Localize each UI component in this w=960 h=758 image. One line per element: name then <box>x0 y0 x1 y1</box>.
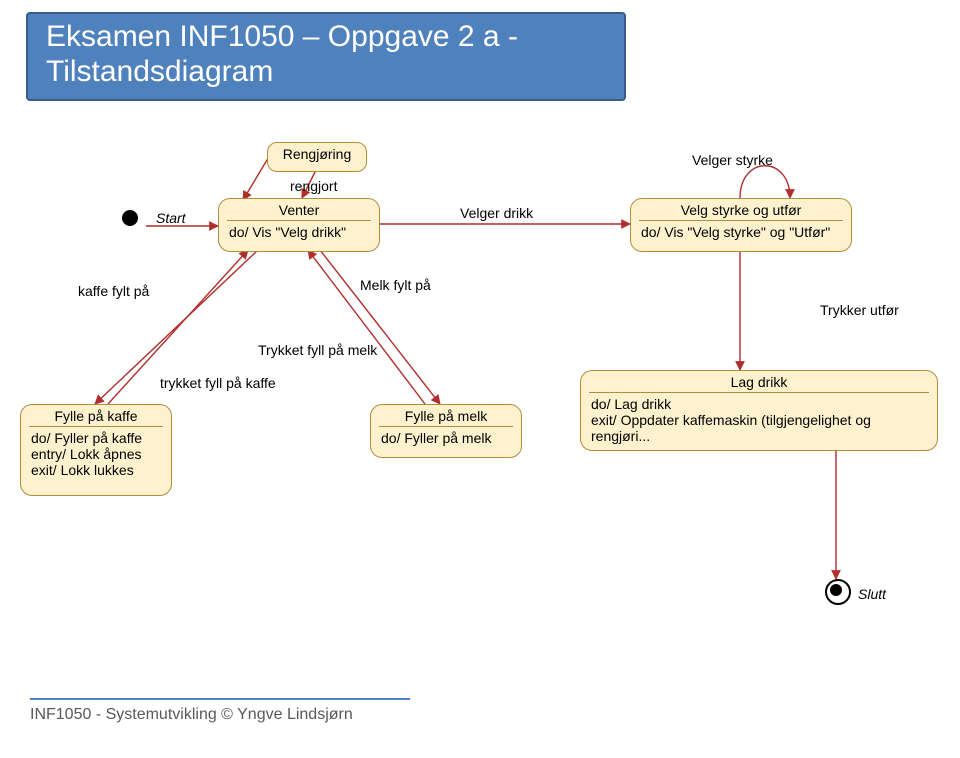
edge-label: Trykker utfør <box>820 302 899 318</box>
state-body: do/ Vis "Velg styrke" og "Utfør" <box>631 221 851 246</box>
state-lag_drikk: Lag drikkdo/ Lag drikkexit/ Oppdater kaf… <box>580 370 938 451</box>
title-line-2: Tilstandsdiagram <box>46 55 606 90</box>
state-title: Rengjøring <box>268 143 366 164</box>
state-body: do/ Vis "Velg drikk" <box>219 221 379 246</box>
state-body: do/ Fyller på melk <box>371 427 521 452</box>
edge-label: rengjort <box>290 178 337 194</box>
state-fylle_melk: Fylle på melk do/ Fyller på melk <box>370 404 522 458</box>
slide-title: Eksamen INF1050 – Oppgave 2 a - Tilstand… <box>26 12 626 101</box>
state-fylle_kaffe: Fylle på kaffedo/ Fyller på kaffeentry/ … <box>20 404 172 496</box>
state-rengjoring: Rengjøring <box>267 142 367 172</box>
initial-state-icon <box>122 210 138 226</box>
edge-label: Velger styrke <box>692 152 773 168</box>
state-body-line: do/ Fyller på melk <box>381 430 511 446</box>
state-body-line: do/ Vis "Velg styrke" og "Utfør" <box>641 224 841 240</box>
state-velg_styrke: Velg styrke og utfør do/ Vis "Velg styrke… <box>630 198 852 252</box>
state-body-line: entry/ Lokk åpnes <box>31 446 161 462</box>
state-body: do/ Lag drikkexit/ Oppdater kaffemaskin … <box>581 393 937 450</box>
state-body-line: do/ Fyller på kaffe <box>31 430 161 446</box>
edge-label: Start <box>156 210 186 226</box>
edge-label: Melk fylt på <box>360 277 431 293</box>
edge <box>308 250 425 404</box>
state-title: Velg styrke og utfør <box>631 199 851 220</box>
edge <box>740 166 790 198</box>
state-body: do/ Fyller på kaffeentry/ Lokk åpnesexit… <box>21 427 171 484</box>
edge-label: Velger drikk <box>460 205 533 221</box>
state-title: Fylle på kaffe <box>21 405 171 426</box>
footer-divider <box>30 698 410 700</box>
state-body-line: do/ Lag drikk <box>591 396 927 412</box>
state-title: Fylle på melk <box>371 405 521 426</box>
edge-label: Trykket fyll på melk <box>258 342 377 358</box>
edge <box>243 155 270 200</box>
state-body-line: do/ Vis "Velg drikk" <box>229 224 369 240</box>
state-title: Lag drikk <box>581 371 937 392</box>
title-line-1: Eksamen INF1050 – Oppgave 2 a - <box>46 20 606 55</box>
edge-label: Slutt <box>858 586 886 602</box>
final-state-inner-icon <box>830 584 842 596</box>
edge-label: kaffe fylt på <box>78 283 149 299</box>
edge-label: trykket fyll på kaffe <box>160 375 276 391</box>
state-body-line: exit/ Oppdater kaffemaskin (tilgjengelig… <box>591 412 927 444</box>
edge <box>320 250 440 404</box>
footer-text: INF1050 - Systemutvikling © Yngve Lindsj… <box>30 706 353 724</box>
state-body-line: exit/ Lokk lukkes <box>31 462 161 478</box>
state-venter: Venter do/ Vis "Velg drikk" <box>218 198 380 252</box>
state-title: Venter <box>219 199 379 220</box>
